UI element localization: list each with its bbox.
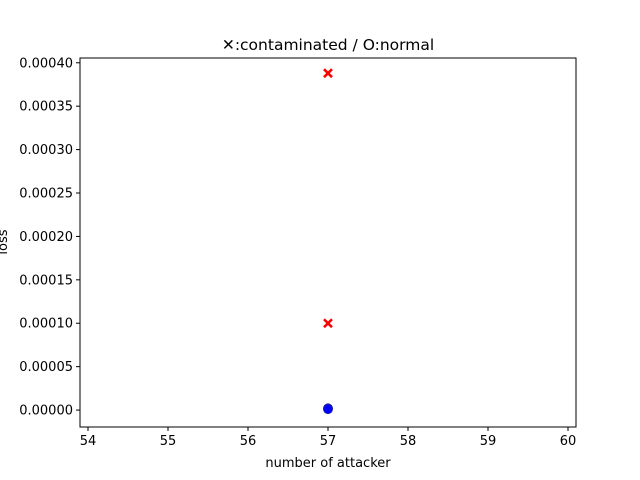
normal-marker bbox=[323, 404, 333, 415]
x-tick-label: 59 bbox=[480, 434, 497, 449]
contaminated-marker bbox=[323, 318, 333, 329]
contaminated-marker bbox=[323, 68, 333, 79]
y-tick-label: 0.00005 bbox=[19, 360, 73, 375]
y-axis-label: loss bbox=[0, 229, 11, 254]
x-tick-label: 56 bbox=[240, 434, 257, 449]
y-tick-label: 0.00000 bbox=[19, 404, 73, 419]
x-tick-label: 55 bbox=[160, 434, 177, 449]
x-tick-label: 57 bbox=[320, 434, 337, 449]
chart-title: ✕:contaminated / O:normal bbox=[222, 36, 434, 54]
x-axis-label: number of attacker bbox=[265, 456, 391, 471]
x-tick-label: 60 bbox=[560, 434, 577, 449]
y-tick-label: 0.00040 bbox=[19, 56, 73, 71]
y-tick-label: 0.00015 bbox=[19, 273, 73, 288]
plot-area bbox=[79, 57, 577, 428]
y-tick-label: 0.00020 bbox=[19, 230, 73, 245]
y-tick-label: 0.00010 bbox=[19, 317, 73, 332]
x-axis: 54 55 56 57 58 59 60 bbox=[80, 427, 577, 449]
y-axis: 0.00000 0.00005 0.00010 0.00015 0.00020 0.000… bbox=[19, 56, 80, 419]
y-tick-label: 0.00030 bbox=[19, 143, 73, 158]
x-tick-label: 54 bbox=[80, 434, 97, 449]
data-markers bbox=[323, 68, 333, 415]
y-tick-label: 0.00035 bbox=[19, 100, 73, 115]
x-tick-label: 58 bbox=[400, 434, 417, 449]
y-tick-label: 0.00025 bbox=[19, 187, 73, 202]
